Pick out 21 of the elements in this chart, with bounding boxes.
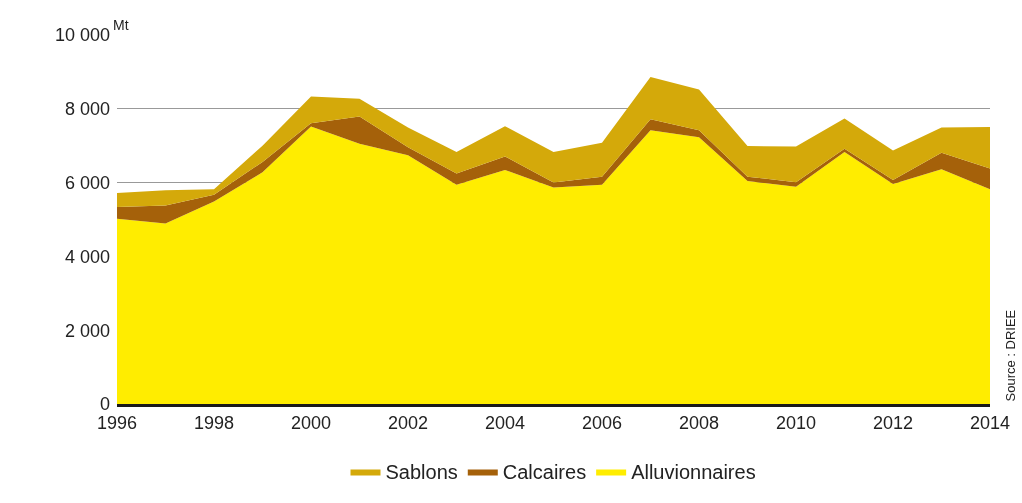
legend-label: Sablons	[385, 461, 458, 484]
y-tick-label: 6 000	[64, 172, 110, 193]
x-tick-label: 2014	[969, 412, 1011, 433]
x-tick-label: 1998	[193, 412, 235, 433]
x-tick-label: 2006	[581, 412, 623, 433]
x-tick-label: 2008	[678, 412, 720, 433]
source-note: Source : DRIEE	[1002, 309, 1018, 402]
legend-label: Calcaires	[502, 461, 587, 484]
y-tick-label: 2 000	[64, 320, 110, 341]
y-axis-title: Mt	[113, 17, 129, 33]
x-tick-label: 2004	[484, 412, 526, 433]
x-tick-label: 2002	[387, 412, 429, 433]
y-tick-label: 0	[99, 394, 110, 415]
legend-label: Alluvionnaires	[631, 461, 756, 484]
y-tick-label: 8 000	[64, 99, 110, 120]
y-tick-label: 10 000	[54, 25, 110, 46]
x-tick-label: 2010	[775, 412, 817, 433]
x-tick-label: 1996	[96, 412, 138, 433]
y-tick-label: 4 000	[64, 246, 110, 267]
x-tick-label: 2000	[290, 412, 332, 433]
x-tick-label: 2012	[872, 412, 914, 433]
